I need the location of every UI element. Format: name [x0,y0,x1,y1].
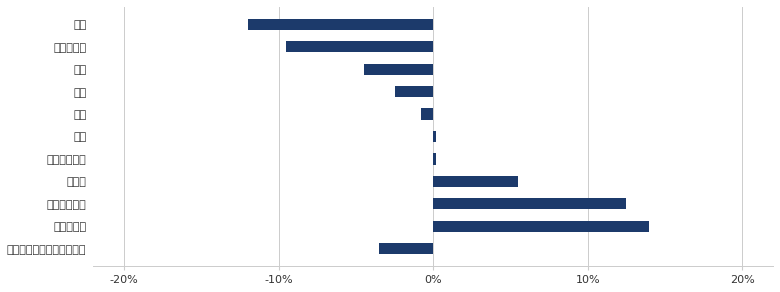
Bar [248,19,433,30]
Bar [433,198,626,209]
Bar [433,131,436,142]
Bar [433,153,436,164]
Bar [395,86,433,97]
Bar [363,64,433,75]
Bar [379,243,433,254]
Bar [286,41,433,52]
Bar [421,108,433,120]
Bar [433,176,518,187]
Bar [433,220,650,232]
